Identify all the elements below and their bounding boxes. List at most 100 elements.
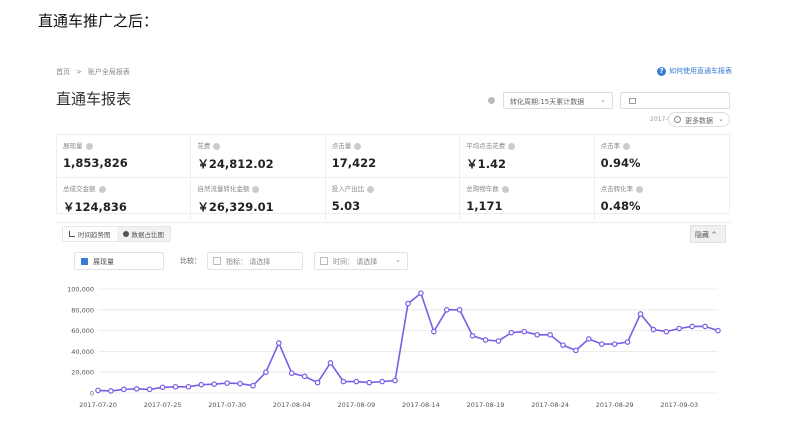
metric-card: 点击转化率 0.48% <box>595 178 729 220</box>
metric-card: 平均点击花费 ￥1.42 <box>460 135 595 178</box>
data-point <box>715 327 721 334</box>
data-point <box>482 337 489 343</box>
metric-value: 5.03 <box>331 199 361 213</box>
help-link[interactable]: ? 如何使用直通车报表 <box>657 66 732 76</box>
info-icon <box>98 185 106 193</box>
info-icon <box>354 142 362 150</box>
metric-label: 点击率 <box>601 140 723 150</box>
metric-label: 自然流量转化金额 <box>197 183 318 193</box>
data-point <box>469 332 476 339</box>
conversion-period-value: 转化周期:15天累计数据 <box>510 98 585 106</box>
breadcrumb-separator: > <box>76 68 82 76</box>
data-point <box>288 370 295 377</box>
data-point <box>495 338 502 344</box>
x-tick-label: 2017-08-14 <box>402 401 440 409</box>
info-icon <box>488 97 495 104</box>
date-range-picker[interactable] <box>620 92 730 109</box>
metric-value: 17,422 <box>331 156 377 170</box>
series-swatch <box>81 258 88 265</box>
metric-value: ￥1.42 <box>466 157 507 171</box>
breadcrumb-current: 账户全局报表 <box>87 68 130 76</box>
collapse-button[interactable]: 隐藏 ^ <box>690 225 726 243</box>
help-link-label: 如何使用直通车报表 <box>669 67 732 75</box>
data-point <box>95 387 101 394</box>
metric-label: 投入产出比 <box>332 183 453 193</box>
metric-label-text: 投入产出比 <box>331 185 365 193</box>
chart-panel: 时间趋势图 数据占比图 隐藏 ^ 展现量 比较： 指标： 请选择 时间： 请选择… <box>56 222 732 418</box>
data-point <box>327 360 334 366</box>
data-point <box>314 379 321 386</box>
compare-indicator-select[interactable]: 指标： 请选择 <box>207 252 303 270</box>
pie-chart-icon <box>122 231 129 237</box>
data-point <box>586 336 592 342</box>
calendar-icon <box>629 98 636 104</box>
compare-time-value: 时间： 请选择 <box>333 258 378 266</box>
x-tick-label: 2017-07-20 <box>79 401 117 409</box>
info-icon <box>623 142 631 150</box>
x-tick-label: 2017-08-04 <box>273 401 311 409</box>
data-point <box>534 331 540 338</box>
tab-time-trend-label: 时间趋势图 <box>78 231 111 239</box>
metric-value: ￥26,329.01 <box>197 200 274 214</box>
data-point <box>650 326 657 333</box>
data-point <box>456 306 463 313</box>
data-point <box>547 331 553 338</box>
x-tick-label: 2017-08-24 <box>531 401 569 409</box>
metric-card: 总购物车数 1,171 <box>460 178 595 220</box>
info-icon <box>85 142 93 150</box>
data-point <box>366 379 373 386</box>
metric-select-value: 展现量 <box>93 258 114 266</box>
info-icon <box>252 185 260 193</box>
breadcrumb-home[interactable]: 首页 <box>56 68 70 76</box>
metric-card: 花费 ￥24,812.02 <box>191 135 326 178</box>
metric-card: 投入产出比 5.03 <box>326 178 461 220</box>
date-range-text: 2017-07-2( <box>650 116 684 123</box>
info-icon <box>636 185 644 193</box>
metric-label-text: 点击率 <box>600 142 621 150</box>
data-point <box>185 383 192 390</box>
metric-label-text: 展现量 <box>63 142 83 150</box>
metric-label: 花费 <box>197 140 318 150</box>
x-tick-label: 2017-08-19 <box>467 401 505 409</box>
tab-time-trend[interactable]: 时间趋势图 <box>63 227 117 241</box>
compare-label: 比较： <box>180 257 201 265</box>
metric-select[interactable]: 展现量 <box>74 252 164 270</box>
info-icon <box>508 142 516 150</box>
metric-label: 总成交金额 <box>63 183 184 193</box>
data-point <box>379 378 385 385</box>
data-point <box>340 378 347 385</box>
data-point <box>508 329 515 336</box>
metric-card: 自然流量转化金额 ￥26,329.01 <box>191 178 326 220</box>
breadcrumb: 首页 > 账户全局报表 <box>56 67 130 77</box>
page-title: 直通车报表 <box>56 90 132 108</box>
metric-value: 1,171 <box>466 199 503 213</box>
metric-label: 点击转化率 <box>601 183 723 193</box>
more-data-button[interactable]: 更多数据 ⌄ <box>668 112 730 127</box>
chevron-down-icon: ⌄ <box>600 96 606 104</box>
data-point <box>573 347 579 354</box>
metric-label: 展现量 <box>63 140 184 150</box>
compare-time-select[interactable]: 时间： 请选择 ⌄ <box>314 252 408 270</box>
data-point <box>431 328 437 335</box>
data-point <box>598 341 605 347</box>
data-point <box>443 306 450 313</box>
tab-data-share[interactable]: 数据占比图 <box>117 227 171 241</box>
data-point <box>250 382 256 389</box>
data-point <box>611 341 618 347</box>
y-tick-label: 0 <box>90 390 94 398</box>
metric-value: ￥124,836 <box>63 200 127 214</box>
metric-value: 1,853,826 <box>63 156 128 170</box>
x-tick-label: 2017-07-30 <box>208 401 246 409</box>
data-point <box>224 380 230 386</box>
metric-label: 平均点击花费 <box>466 140 587 150</box>
info-icon <box>367 185 375 193</box>
data-point <box>663 328 670 335</box>
data-point <box>624 339 631 345</box>
metric-label: 点击量 <box>332 140 453 150</box>
checkbox-icon <box>213 257 221 265</box>
data-point <box>237 380 243 387</box>
conversion-period-select[interactable]: 转化周期:15天累计数据 ⌄ <box>503 92 613 109</box>
data-point <box>121 386 127 393</box>
metric-label-text: 总成交金额 <box>63 185 96 193</box>
data-point <box>637 311 644 317</box>
